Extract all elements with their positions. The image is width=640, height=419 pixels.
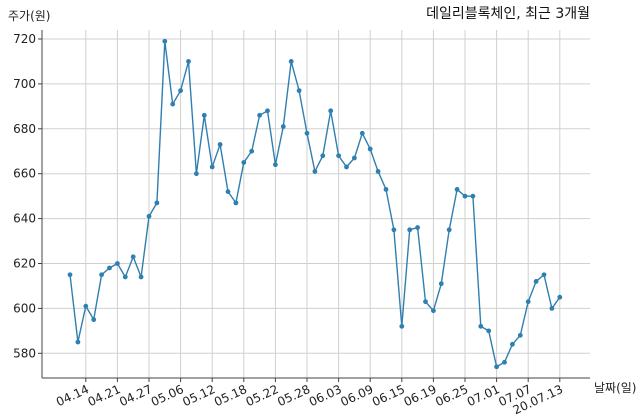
data-point — [280, 124, 286, 129]
data-point — [557, 294, 563, 300]
data-point — [265, 108, 270, 114]
data-point — [201, 112, 207, 118]
data-point — [225, 189, 231, 195]
series-line — [69, 41, 561, 368]
grid — [42, 30, 590, 378]
data-point — [209, 164, 215, 170]
x-ticks: 04.1404.2104.2705.0605.1205.1805.2205.28… — [54, 378, 565, 417]
chart-title: 데일리블록체인, 최근 3개월 — [426, 6, 590, 22]
data-point — [549, 306, 555, 311]
y-axis-title: 주가(원) — [8, 9, 50, 23]
data-point — [336, 153, 341, 159]
data-point — [122, 274, 128, 280]
data-point — [359, 130, 365, 136]
data-point — [375, 169, 381, 174]
data-point — [273, 162, 278, 168]
data-point — [130, 254, 136, 260]
data-point — [541, 272, 547, 278]
data-point — [107, 265, 112, 271]
y-ticks: 580 600 620 640 660 680 700 720 — [13, 32, 42, 360]
data-point — [352, 155, 357, 161]
data-point — [288, 59, 294, 64]
y-tick-label: 700 — [13, 77, 36, 91]
y-tick-label: 680 — [13, 122, 36, 136]
data-point — [478, 323, 484, 329]
y-tick-label: 640 — [13, 212, 36, 226]
data-point — [233, 200, 239, 206]
data-point — [431, 308, 436, 314]
data-point — [517, 332, 523, 338]
data-point — [304, 130, 310, 136]
data-point — [154, 200, 160, 206]
data-point — [162, 38, 168, 44]
data-point — [423, 299, 428, 305]
y-tick-label: 620 — [13, 256, 36, 270]
data-point — [533, 279, 539, 284]
data-point — [494, 364, 499, 370]
data-point — [415, 225, 420, 230]
data-point — [446, 227, 452, 233]
axes — [41, 30, 590, 379]
data-point — [170, 101, 176, 107]
data-point — [178, 88, 184, 94]
data-point — [257, 112, 262, 118]
data-point — [249, 148, 255, 154]
data-point — [115, 261, 120, 266]
y-tick-label: 600 — [13, 301, 36, 315]
y-tick-label: 720 — [13, 32, 36, 46]
y-tick-label: 580 — [13, 346, 36, 360]
data-point — [438, 281, 444, 287]
data-point — [502, 359, 507, 365]
data-point — [407, 227, 413, 233]
data-point — [67, 272, 73, 278]
data-point — [138, 274, 144, 280]
data-point — [391, 227, 397, 233]
data-point — [91, 317, 97, 323]
data-point — [83, 303, 89, 309]
data-point — [454, 187, 460, 192]
data-point — [312, 169, 318, 174]
x-axis-title: 날짜(일) — [594, 381, 636, 395]
data-point — [470, 193, 476, 199]
data-point — [241, 160, 247, 165]
data-point — [367, 146, 373, 152]
data-point — [344, 164, 349, 170]
data-point — [525, 299, 531, 305]
data-point — [296, 88, 302, 94]
data-point — [328, 108, 334, 114]
data-point — [462, 193, 468, 199]
data-point — [399, 323, 405, 329]
data-point — [510, 341, 515, 347]
data-point — [146, 213, 152, 219]
data-point — [75, 339, 81, 345]
series — [67, 38, 563, 370]
data-point — [99, 272, 104, 278]
data-point — [486, 328, 492, 334]
data-point — [320, 153, 326, 159]
data-point — [383, 187, 389, 192]
data-point — [186, 59, 191, 64]
data-point — [194, 171, 199, 177]
y-tick-label: 660 — [13, 167, 36, 181]
data-point — [217, 142, 223, 147]
